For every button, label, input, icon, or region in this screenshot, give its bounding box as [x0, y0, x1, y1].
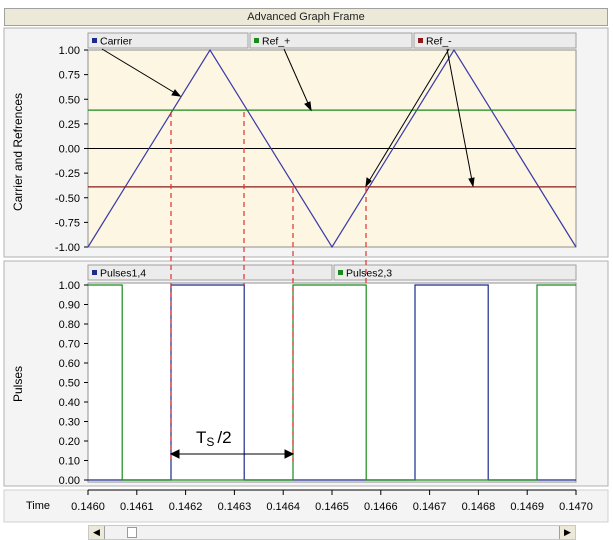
- y-tick-label: 0.90: [59, 300, 80, 312]
- top-y-axis-title: Carrier and Refrences: [11, 93, 25, 211]
- y-tick-label: 0.50: [59, 94, 80, 106]
- legend-box-carrier[interactable]: [87, 32, 249, 49]
- x-tick-label: 0.1461: [120, 501, 154, 513]
- ts-sub: S: [206, 435, 214, 449]
- x-tick-label: 0.1467: [413, 501, 447, 513]
- y-tick-label: 0.25: [59, 119, 80, 131]
- arrow-ref-minus: [446, 48, 474, 187]
- top-series: [87, 48, 577, 249]
- x-tick-label: 0.1462: [169, 501, 203, 513]
- arrowhead: [304, 101, 312, 112]
- x-tick-label: 0.1466: [364, 501, 398, 513]
- x-tick-label: 0.1465: [315, 501, 349, 513]
- arrow-ref-plus: [283, 48, 312, 111]
- intersection-guides: [170, 112, 367, 462]
- legend-box-ref-minus[interactable]: [413, 32, 577, 49]
- window-title: Advanced Graph Frame: [4, 8, 608, 26]
- scroll-thumb[interactable]: [127, 527, 137, 538]
- legend-swatch-ref-plus: [254, 38, 259, 43]
- bottom-y-axis-title: Pulses: [11, 366, 25, 402]
- series-pulses2-3: [88, 284, 576, 481]
- y-tick-label: 0.10: [59, 456, 80, 468]
- legend-swatch-pulses23: [338, 270, 343, 275]
- bottom-plot-area: [87, 282, 577, 483]
- legend-box-pulses23[interactable]: [333, 264, 577, 281]
- top-legend: Carrier Ref_+ Ref_-: [87, 32, 577, 49]
- arrowhead: [468, 177, 475, 188]
- y-tick-label: 0.75: [59, 70, 80, 82]
- legend-box-ref-plus[interactable]: [249, 32, 413, 49]
- series-carrier: [87, 48, 577, 249]
- y-tick-label: 0.20: [59, 436, 80, 448]
- x-tick-label: 0.1469: [510, 501, 544, 513]
- legend-label-ref-minus: Ref_-: [426, 36, 452, 48]
- y-tick-label: 0.40: [59, 397, 80, 409]
- bottom-y-ticks: 1.00 0.90 0.80 0.70 0.60 0.50 0.40 0.30 0.20 0.10…: [59, 280, 88, 487]
- legend-label-carrier: Carrier: [100, 36, 133, 48]
- y-tick-label: 0.80: [59, 319, 80, 331]
- arrowhead: [365, 177, 372, 188]
- legend-label-ref-plus: Ref_+: [262, 36, 290, 48]
- legend-label-pulses23: Pulses2,3: [346, 268, 392, 280]
- arrowhead: [284, 449, 295, 459]
- y-tick-label: -0.25: [55, 168, 80, 180]
- top-y-ticks: 1.00 0.75 0.50 0.25 0.00 -0.25 -0.50 -0.75 -1.00: [55, 45, 576, 254]
- ts-tail: /2: [217, 428, 231, 447]
- x-tick-label: 0.1464: [266, 501, 300, 513]
- y-tick-label: -1.00: [55, 242, 80, 254]
- y-tick-label: 1.00: [59, 45, 80, 57]
- x-tick-label: 0.1468: [462, 501, 496, 513]
- legend-swatch-pulses14: [92, 270, 97, 275]
- x-tick-label: 0.1470: [559, 501, 593, 513]
- horizontal-scrollbar[interactable]: ◀ ▶: [88, 525, 576, 540]
- y-tick-label: 0.30: [59, 417, 80, 429]
- annotation-arrows: [101, 48, 475, 459]
- arrowhead: [169, 449, 180, 459]
- arrow-carrier: [101, 48, 181, 97]
- y-tick-label: -0.75: [55, 217, 80, 229]
- x-ticks: 0.1460 0.1461 0.1462 0.1463 0.1464 0.1465 0.14…: [71, 490, 593, 513]
- ts-half-label: TS/2: [196, 428, 232, 449]
- y-tick-label: 1.00: [59, 280, 80, 292]
- legend-box-pulses14[interactable]: [87, 264, 333, 281]
- legend-label-pulses14: Pulses1,4: [100, 268, 146, 280]
- x-axis-title: Time: [26, 500, 50, 512]
- scroll-left-button[interactable]: ◀: [89, 526, 105, 539]
- x-tick-label: 0.1463: [218, 501, 252, 513]
- arrow-ref-minus-2: [365, 48, 450, 187]
- bottom-legend: Pulses1,4 Pulses2,3: [87, 264, 577, 281]
- arrowhead: [171, 89, 182, 97]
- y-tick-label: 0.70: [59, 339, 80, 351]
- legend-swatch-ref-minus: [418, 38, 423, 43]
- x-tick-label: 0.1460: [71, 501, 105, 513]
- y-tick-label: -0.50: [55, 193, 80, 205]
- legend-swatch-carrier: [92, 38, 97, 43]
- y-tick-label: 0.60: [59, 358, 80, 370]
- y-tick-label: 0.00: [59, 475, 80, 487]
- ts-main: T: [196, 428, 206, 447]
- scroll-right-button[interactable]: ▶: [559, 526, 575, 539]
- y-tick-label: 0.50: [59, 378, 80, 390]
- y-tick-label: 0.00: [59, 144, 80, 156]
